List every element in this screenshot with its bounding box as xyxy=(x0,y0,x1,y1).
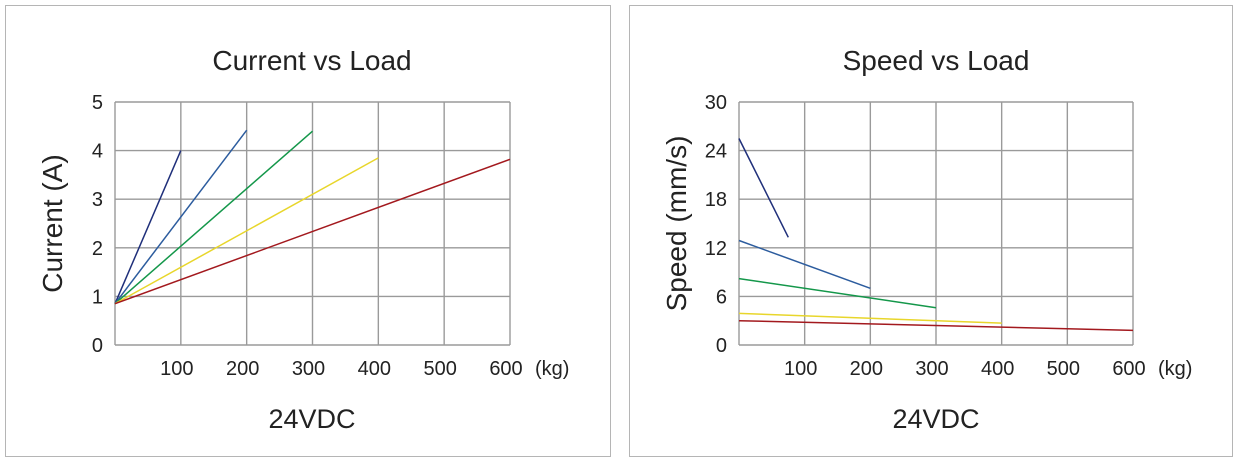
x-tick-label: 200 xyxy=(226,358,259,380)
y-tick-label: 3 xyxy=(92,189,103,211)
current-series-line-3 xyxy=(114,130,313,305)
current-series-line-1 xyxy=(114,150,182,304)
speed-vs-load-chart: Speed vs Load 24VDC Speed (mm/s) 0 6 12 18 24 30… xyxy=(661,45,1192,434)
x-tick-label: 600 xyxy=(489,358,522,380)
x-unit-label: (kg) xyxy=(535,358,569,380)
x-tick-label: 500 xyxy=(1047,358,1080,380)
x-tick-label: 300 xyxy=(292,358,325,380)
speed-series-line-4 xyxy=(738,312,1002,324)
y-tick-label: 24 xyxy=(705,141,727,163)
speed-series-line-3 xyxy=(738,277,937,309)
current-series-line-4 xyxy=(114,157,379,305)
chart-title: Current vs Load xyxy=(212,45,411,76)
x-unit-label: (kg) xyxy=(1158,358,1192,380)
y-axis-label: Current (A) xyxy=(37,154,68,292)
current-vs-load-chart: Current vs Load 24VDC Current (A) 0 1 2 3 4 5 100… xyxy=(37,45,569,434)
speed-series-line-2 xyxy=(738,239,871,290)
x-tick-label: 400 xyxy=(358,358,391,380)
y-tick-label: 2 xyxy=(92,238,103,260)
speed-series-line-1 xyxy=(738,138,789,238)
speed-series-line-5 xyxy=(738,319,1134,332)
y-tick-label: 30 xyxy=(705,92,727,114)
y-tick-label: 4 xyxy=(92,141,103,163)
current-series-line-5 xyxy=(114,158,511,305)
x-tick-label: 300 xyxy=(915,358,948,380)
x-tick-label: 200 xyxy=(850,358,883,380)
y-tick-label: 0 xyxy=(716,335,727,357)
y-tick-label: 5 xyxy=(92,92,103,114)
x-tick-label: 500 xyxy=(423,358,456,380)
x-tick-label: 400 xyxy=(981,358,1014,380)
chart-title: Speed vs Load xyxy=(843,45,1030,76)
x-tick-label: 100 xyxy=(784,358,817,380)
current-vs-load-panel: Current vs Load 24VDC Current (A) 0 1 2 3 4 5 100… xyxy=(5,5,611,457)
x-tick-label: 100 xyxy=(160,358,193,380)
y-tick-label: 1 xyxy=(92,286,103,308)
chart-subtitle: 24VDC xyxy=(268,404,355,434)
x-tick-label: 600 xyxy=(1112,358,1145,380)
y-tick-label: 18 xyxy=(705,189,727,211)
chart-subtitle: 24VDC xyxy=(892,404,979,434)
y-tick-label: 6 xyxy=(716,286,727,308)
y-tick-label: 12 xyxy=(705,238,727,260)
y-tick-label: 0 xyxy=(92,335,103,357)
y-axis-label: Speed (mm/s) xyxy=(661,136,692,312)
current-series-line-2 xyxy=(114,129,248,305)
speed-vs-load-panel: Speed vs Load 24VDC Speed (mm/s) 0 6 12 18 24 30… xyxy=(629,5,1233,457)
